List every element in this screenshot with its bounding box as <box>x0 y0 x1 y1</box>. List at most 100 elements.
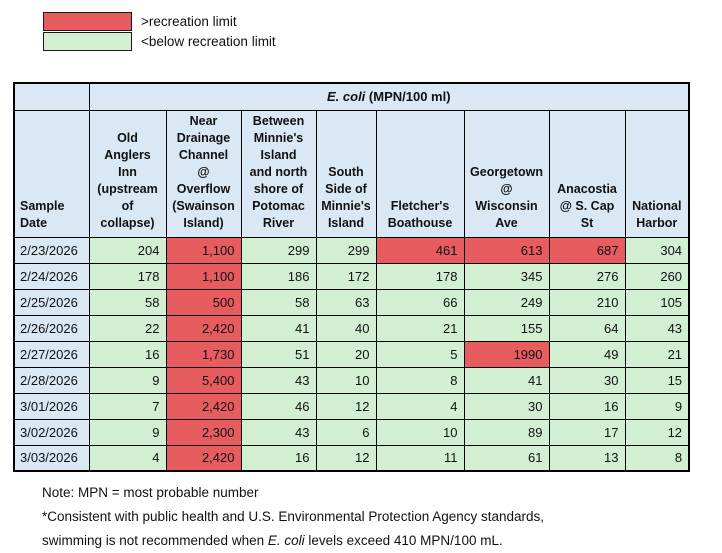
value-cell: 2,420 <box>165 392 242 420</box>
value-cell: 13 <box>548 444 626 472</box>
value-cell: 204 <box>88 236 167 264</box>
value-cell: 178 <box>375 262 465 290</box>
table-title: E. coli (MPN/100 ml) <box>88 82 690 111</box>
table-title-italic: E. coli <box>327 89 366 105</box>
value-cell: 17 <box>548 418 626 446</box>
date-cell: 2/25/2026 <box>13 288 90 316</box>
legend-item-below-limit: <below recreation limit <box>43 31 276 51</box>
footnote-mpn: Note: MPN = most probable number <box>42 485 259 500</box>
value-cell: 51 <box>240 340 317 368</box>
value-cell: 2,420 <box>165 314 242 342</box>
value-cell: 41 <box>463 366 550 394</box>
value-cell: 10 <box>375 418 465 446</box>
date-cell: 2/28/2026 <box>13 366 90 394</box>
column-header-7: Anacostia @ S. Cap St <box>548 109 626 238</box>
table-row: 2/27/2026 16 1,730 51 20 5 1990 49 21 <box>13 340 690 368</box>
value-cell: 687 <box>548 236 626 264</box>
value-cell: 16 <box>548 392 626 420</box>
table-row: 3/02/2026 9 2,300 43 6 10 89 17 12 <box>13 418 690 446</box>
value-cell: 2,300 <box>165 418 242 446</box>
value-cell: 249 <box>463 288 550 316</box>
corner-blank-cell <box>13 82 90 111</box>
date-cell: 2/24/2026 <box>13 262 90 290</box>
date-cell: 2/23/2026 <box>13 236 90 264</box>
footnote-swimming: swimming is not recommended when E. coli… <box>42 533 503 548</box>
value-cell: 299 <box>315 236 377 264</box>
value-cell: 5 <box>375 340 465 368</box>
sample-date-header: Sample Date <box>13 109 90 238</box>
value-cell: 1,100 <box>165 262 242 290</box>
date-cell: 2/26/2026 <box>13 314 90 342</box>
column-header-row: Sample Date Old Anglers Inn (upstream of… <box>13 109 690 238</box>
value-cell: 43 <box>240 418 317 446</box>
value-cell: 105 <box>624 288 690 316</box>
date-cell: 3/01/2026 <box>13 392 90 420</box>
value-cell: 12 <box>315 444 377 472</box>
value-cell: 61 <box>463 444 550 472</box>
value-cell: 299 <box>240 236 317 264</box>
value-cell: 16 <box>240 444 317 472</box>
value-cell: 58 <box>240 288 317 316</box>
value-cell: 155 <box>463 314 550 342</box>
column-header-2: Near Drainage Channel @ Overflow (Swains… <box>165 109 242 238</box>
value-cell: 276 <box>548 262 626 290</box>
value-cell: 345 <box>463 262 550 290</box>
above-limit-label: >recreation limit <box>141 13 237 29</box>
value-cell: 15 <box>624 366 690 394</box>
footnotes: Note: MPN = most probable number *Consis… <box>42 481 544 553</box>
table-row: 2/25/2026 58 500 58 63 66 249 210 105 <box>13 288 690 316</box>
value-cell: 41 <box>240 314 317 342</box>
table-row: 2/28/2026 9 5,400 43 10 8 41 30 15 <box>13 366 690 394</box>
date-cell: 3/02/2026 <box>13 418 90 446</box>
value-cell: 4 <box>88 444 167 472</box>
value-cell: 2,420 <box>165 444 242 472</box>
value-cell: 6 <box>315 418 377 446</box>
column-header-3: Between Minnie's Island and north shore … <box>240 109 317 238</box>
legend: >recreation limit <below recreation limi… <box>43 11 276 51</box>
value-cell: 9 <box>88 418 167 446</box>
date-cell: 3/03/2026 <box>13 444 90 472</box>
value-cell: 5,400 <box>165 366 242 394</box>
value-cell: 43 <box>240 366 317 394</box>
column-header-5: Fletcher's Boathouse <box>375 109 465 238</box>
column-header-4: South Side of Minnie's Island <box>315 109 377 238</box>
value-cell: 30 <box>548 366 626 394</box>
value-cell: 304 <box>624 236 690 264</box>
value-cell: 20 <box>315 340 377 368</box>
table-row: 2/24/2026 178 1,100 186 172 178 345 276 260 <box>13 262 690 290</box>
value-cell: 461 <box>375 236 465 264</box>
value-cell: 12 <box>315 392 377 420</box>
value-cell: 8 <box>375 366 465 394</box>
ecoli-data-table: E. coli (MPN/100 ml) Sample Date Old Ang… <box>13 82 691 472</box>
value-cell: 58 <box>88 288 167 316</box>
value-cell: 9 <box>624 392 690 420</box>
table-row: 3/01/2026 7 2,420 46 12 4 30 16 9 <box>13 392 690 420</box>
value-cell: 12 <box>624 418 690 446</box>
value-cell: 21 <box>624 340 690 368</box>
above-limit-swatch <box>43 11 132 31</box>
date-cell: 2/27/2026 <box>13 340 90 368</box>
value-cell: 16 <box>88 340 167 368</box>
value-cell: 186 <box>240 262 317 290</box>
value-cell: 210 <box>548 288 626 316</box>
table-row: 2/23/2026 204 1,100 299 299 461 613 687 304 <box>13 236 690 264</box>
value-cell: 63 <box>315 288 377 316</box>
value-cell: 89 <box>463 418 550 446</box>
value-cell: 10 <box>315 366 377 394</box>
value-cell: 260 <box>624 262 690 290</box>
value-cell: 30 <box>463 392 550 420</box>
table-row: 3/03/2026 4 2,420 16 12 11 61 13 8 <box>13 444 690 472</box>
value-cell: 21 <box>375 314 465 342</box>
value-cell: 11 <box>375 444 465 472</box>
legend-item-above-limit: >recreation limit <box>43 11 276 31</box>
value-cell: 613 <box>463 236 550 264</box>
value-cell: 9 <box>88 366 167 394</box>
value-cell: 64 <box>548 314 626 342</box>
column-header-8: National Harbor <box>624 109 690 238</box>
value-cell: 1,730 <box>165 340 242 368</box>
table-row: 2/26/2026 22 2,420 41 40 21 155 64 43 <box>13 314 690 342</box>
value-cell: 40 <box>315 314 377 342</box>
below-limit-swatch <box>43 31 132 51</box>
value-cell: 178 <box>88 262 167 290</box>
